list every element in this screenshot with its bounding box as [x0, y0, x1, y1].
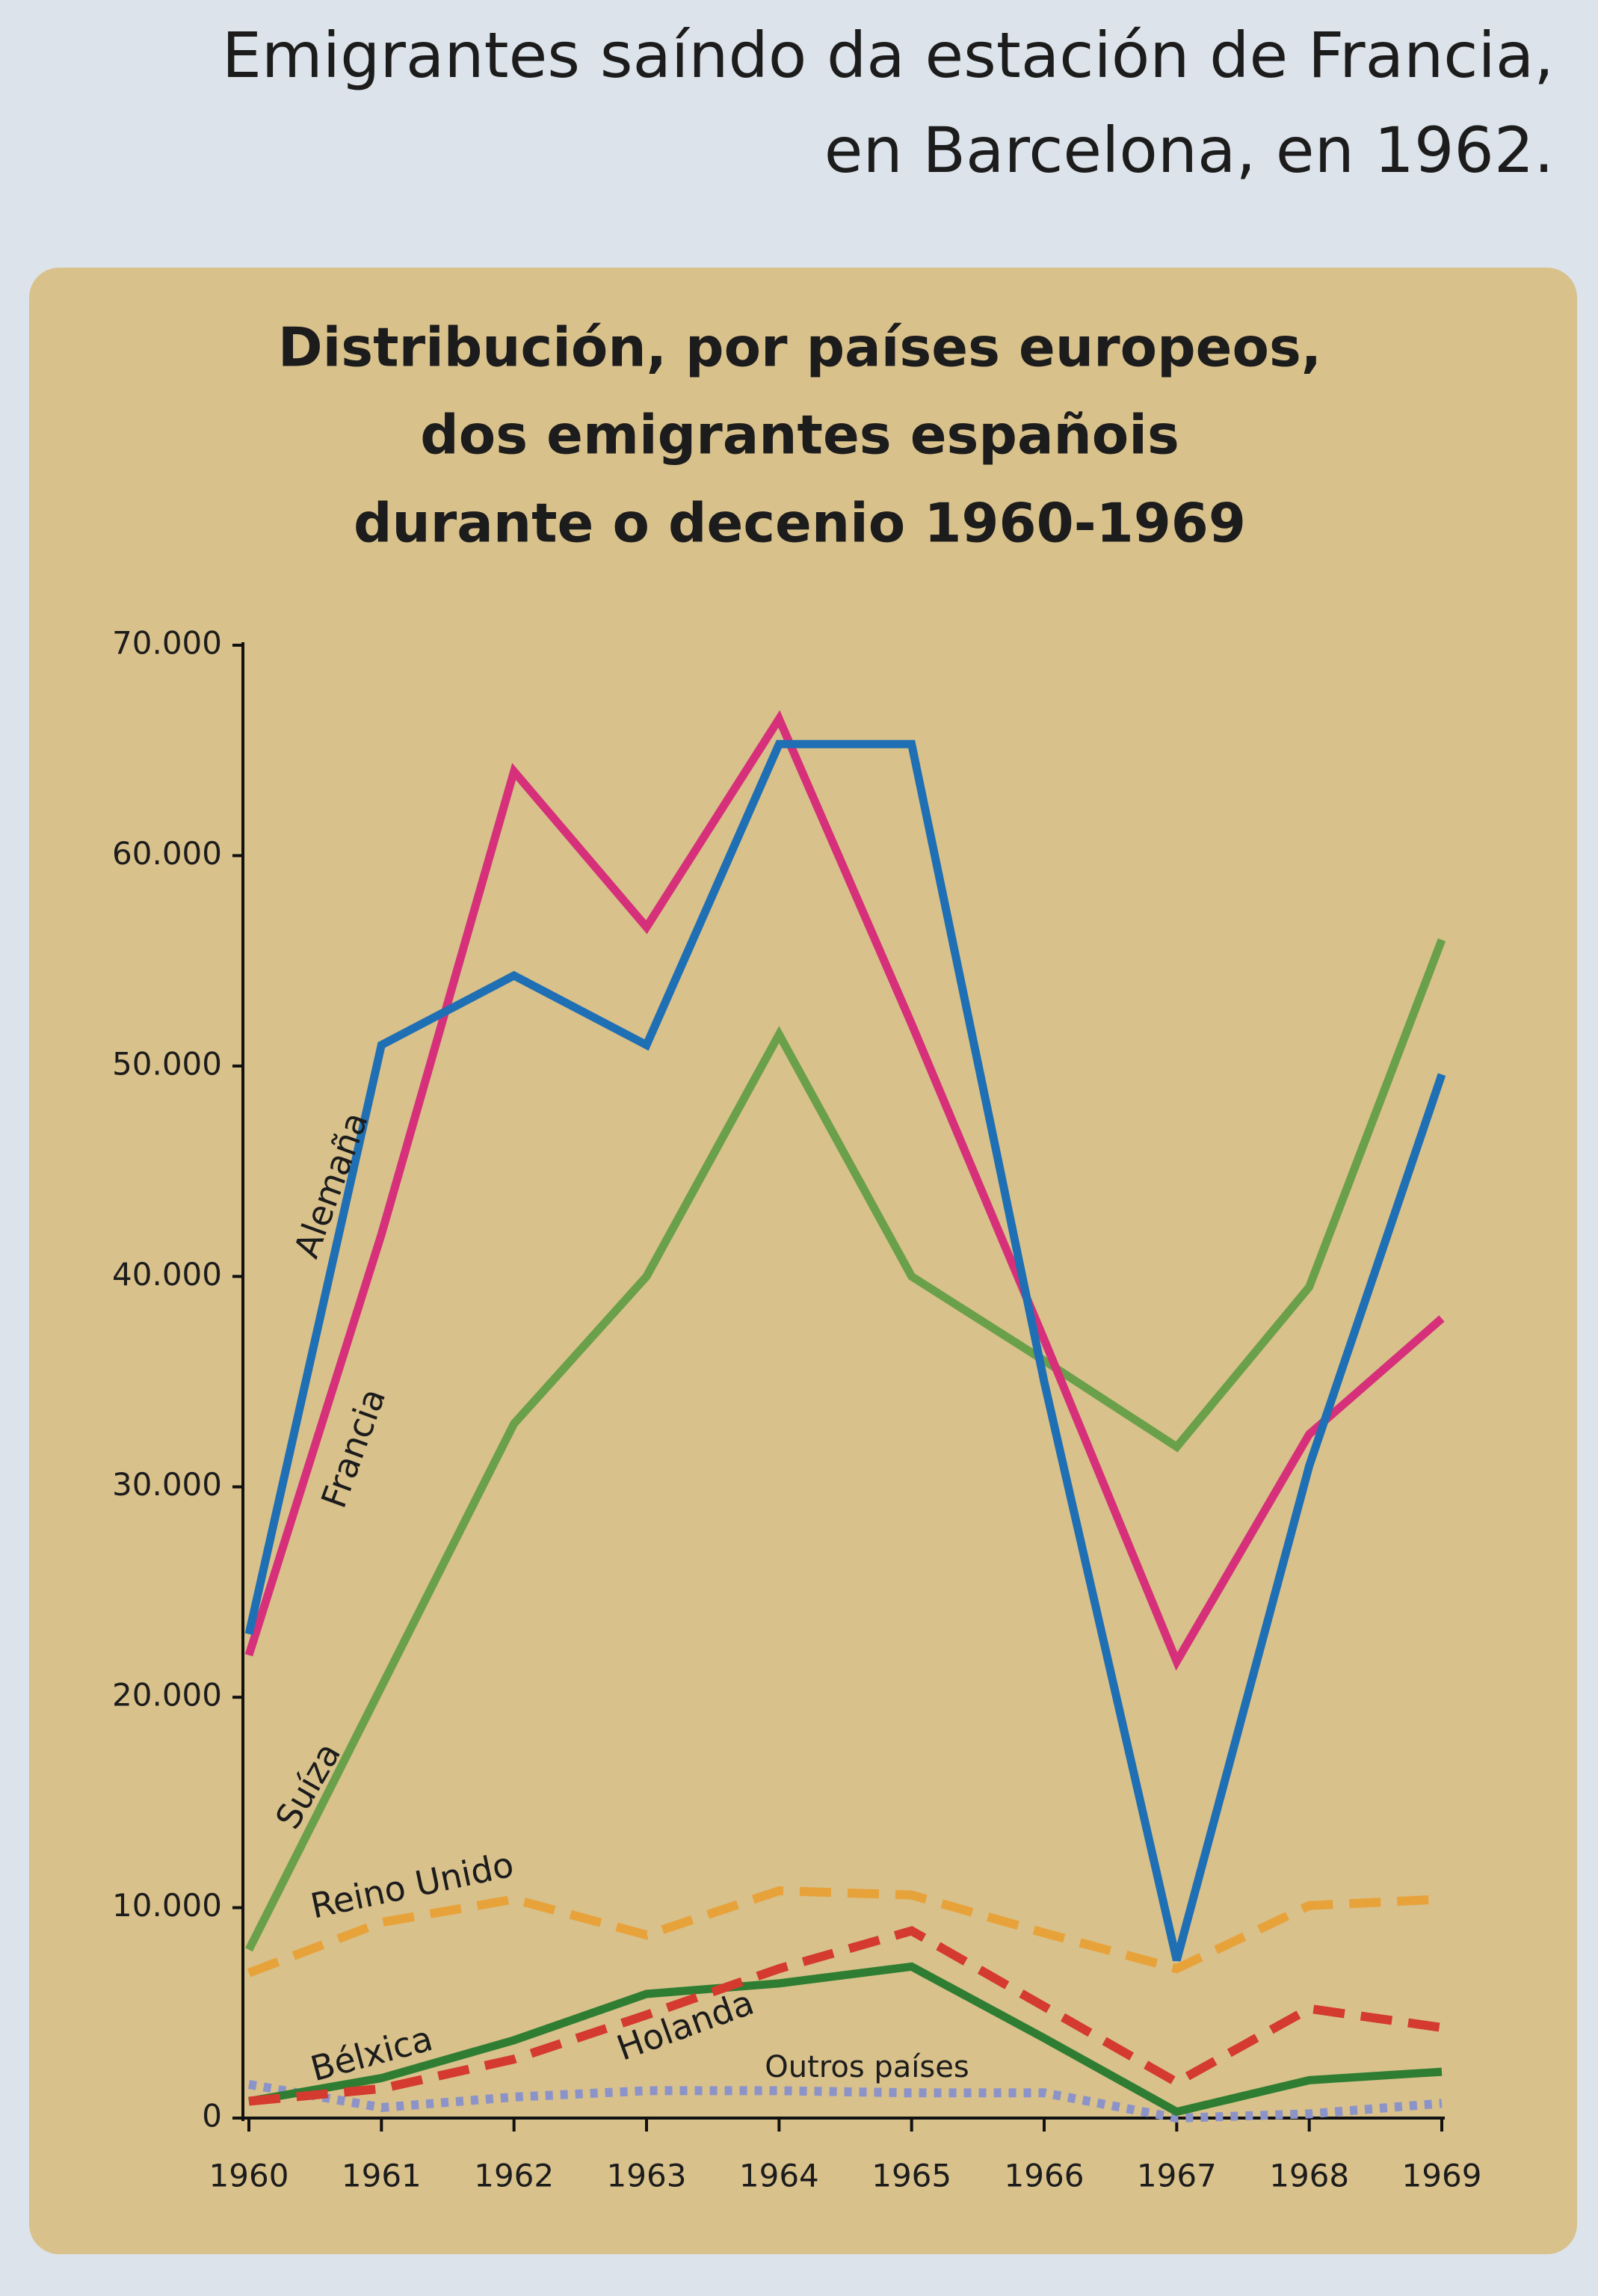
x-tick-label: 1969 — [1402, 2158, 1482, 2194]
series-line — [245, 938, 1446, 1952]
chart-title: Distribución, por países europeos, — [278, 316, 1321, 379]
y-tick-label: 60.000 — [112, 835, 222, 872]
x-tick-label: 1964 — [739, 2158, 819, 2194]
x-tick-label: 1961 — [342, 2158, 422, 2194]
series-line — [248, 1926, 1443, 2106]
x-tick-label: 1967 — [1137, 2158, 1217, 2194]
panel — [29, 268, 1577, 2254]
y-tick-label: 10.000 — [112, 1887, 222, 1924]
y-tick-label: 30.000 — [112, 1466, 222, 1503]
series-line — [248, 1962, 1443, 2117]
y-tick-label: 0 — [202, 2098, 222, 2135]
x-tick-label: 1960 — [209, 2158, 289, 2194]
y-tick-label: 20.000 — [112, 1677, 222, 1714]
series-line — [247, 1886, 1443, 1978]
caption: en Barcelona, en 1962. — [824, 114, 1554, 187]
series-line — [244, 739, 1446, 1962]
chart-title: dos emigrantes españois — [420, 404, 1179, 467]
x-tick-label: 1966 — [1005, 2158, 1085, 2194]
x-tick-label: 1965 — [872, 2158, 951, 2194]
series-label: Outros países — [765, 2050, 969, 2084]
y-tick-label: 50.000 — [112, 1045, 222, 1082]
x-tick-label: 1963 — [607, 2158, 687, 2194]
series-line — [244, 710, 1445, 1671]
chart-title: durante o decenio 1960-1969 — [354, 492, 1246, 555]
y-tick-label: 40.000 — [112, 1256, 222, 1293]
series-line — [247, 2080, 1443, 2123]
x-tick-label: 1968 — [1269, 2158, 1349, 2194]
caption: Emigrantes saíndo da estación de Francia… — [222, 19, 1554, 92]
y-tick-label: 70.000 — [112, 625, 222, 662]
x-tick-label: 1962 — [474, 2158, 554, 2194]
